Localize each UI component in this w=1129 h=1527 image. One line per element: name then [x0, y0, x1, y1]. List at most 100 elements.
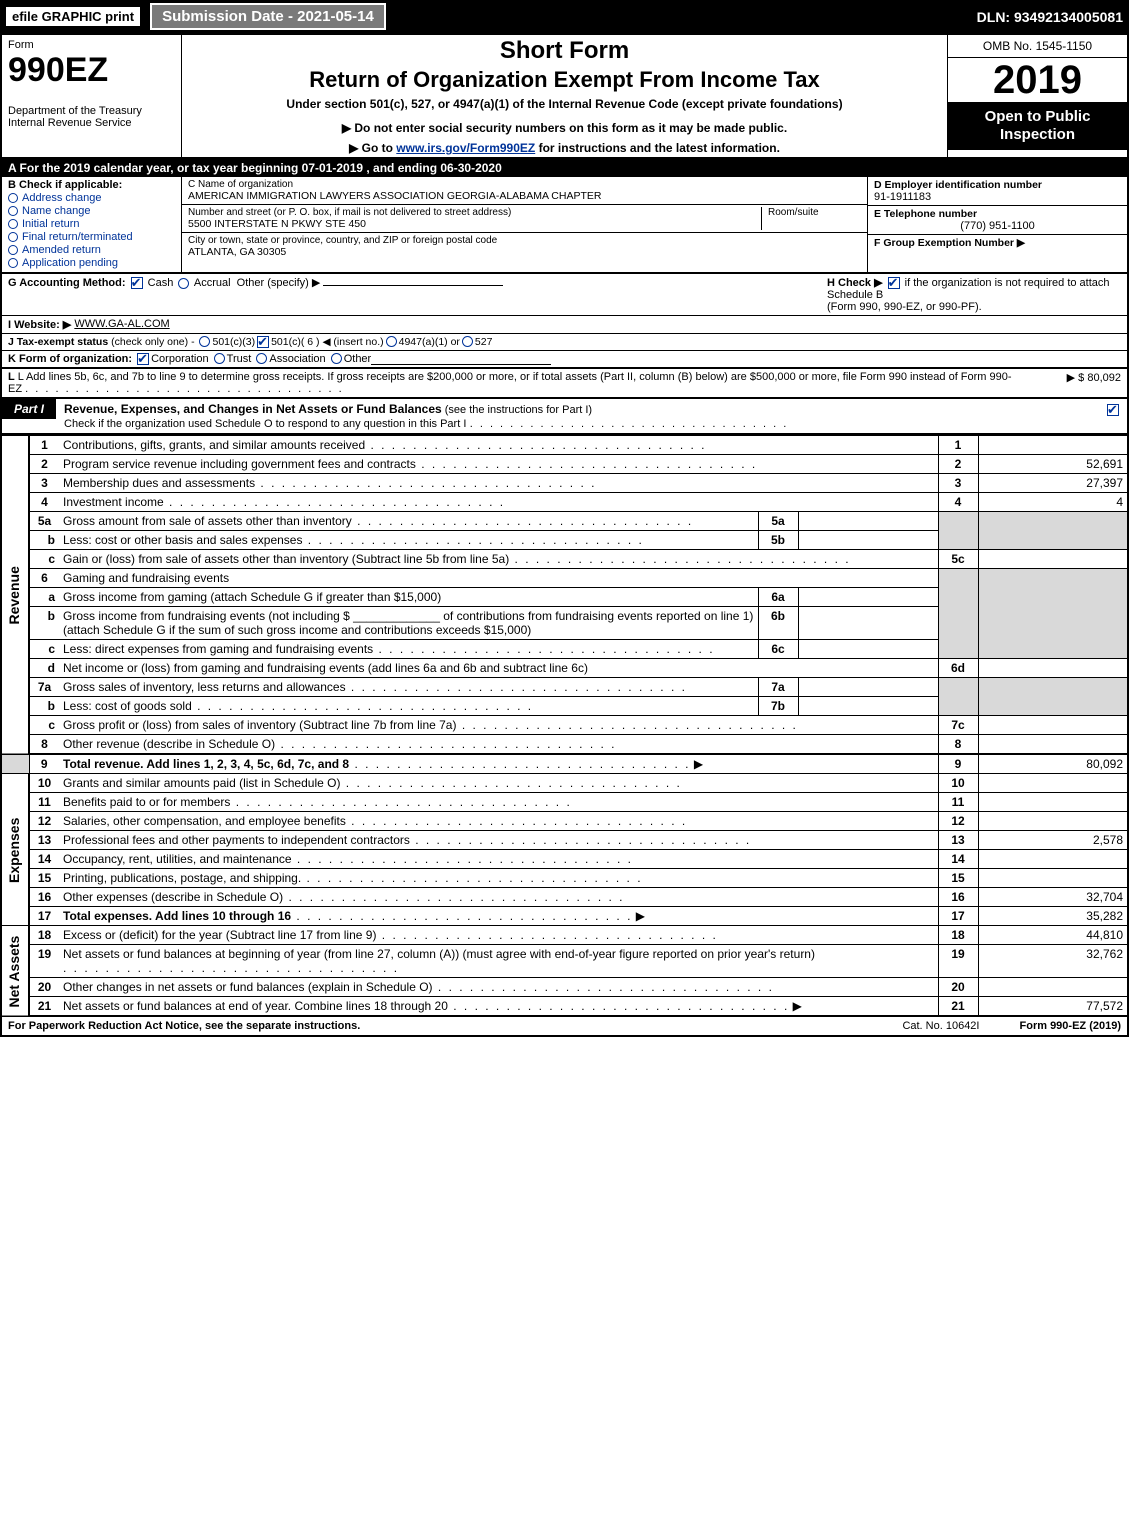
chk-name-change[interactable]: Name change — [8, 205, 175, 217]
form-number: 990EZ — [8, 53, 175, 87]
room-suite-label: Room/suite — [761, 207, 861, 230]
org-info-row: B Check if applicable: Address change Na… — [0, 177, 1129, 274]
omb-number: OMB No. 1545-1150 — [948, 35, 1127, 58]
box-d-e-f: D Employer identification number 91-1911… — [867, 177, 1127, 272]
addr-label: Number and street (or P. O. box, if mail… — [188, 207, 761, 218]
part1-label: Part I — [2, 399, 56, 419]
line-18: Net Assets 18 Excess or (deficit) for th… — [1, 926, 1128, 945]
line-13: 13 Professional fees and other payments … — [1, 831, 1128, 850]
chk-527[interactable] — [462, 336, 473, 347]
tel-label: E Telephone number — [874, 208, 1121, 220]
line-8: 8 Other revenue (describe in Schedule O)… — [1, 735, 1128, 755]
g-other: Other (specify) ▶ — [237, 277, 321, 289]
line-7c: c Gross profit or (loss) from sales of i… — [1, 716, 1128, 735]
j-527: 527 — [475, 336, 493, 348]
dln: DLN: 93492134005081 — [977, 9, 1123, 25]
chk-assoc[interactable] — [256, 353, 267, 364]
chk-address-change[interactable]: Address change — [8, 192, 175, 204]
line-12: 12 Salaries, other compensation, and emp… — [1, 812, 1128, 831]
note2-pre: Go to — [362, 141, 397, 155]
tax-year: 2019 — [948, 58, 1127, 102]
return-title: Return of Organization Exempt From Incom… — [188, 67, 941, 93]
line-1: Revenue 1 Contributions, gifts, grants, … — [1, 436, 1128, 455]
website-value[interactable]: WWW.GA-AL.COM — [74, 318, 169, 331]
chk-initial-return[interactable]: Initial return — [8, 218, 175, 230]
j-501c3: 501(c)(3) — [212, 336, 255, 348]
short-form-title: Short Form — [188, 37, 941, 65]
h-sub: (Form 990, 990-EZ, or 990-PF). — [827, 301, 982, 313]
form-header: Form 990EZ Department of the Treasury In… — [0, 35, 1129, 159]
irs-label: Internal Revenue Service — [8, 117, 175, 129]
row-h: H Check ▶ if the organization is not req… — [821, 276, 1121, 313]
group-exempt-label: F Group Exemption Number ▶ — [874, 237, 1121, 249]
chk-accrual[interactable] — [178, 278, 189, 289]
telephone: (770) 951-1100 — [874, 220, 1121, 232]
line-6: 6 Gaming and fundraising events — [1, 569, 1128, 588]
chk-h[interactable] — [888, 277, 900, 289]
line-6d: d Net income or (loss) from gaming and f… — [1, 659, 1128, 678]
instructions-note: ▶ Go to www.irs.gov/Form990EZ for instru… — [188, 141, 941, 155]
line-20: 20 Other changes in net assets or fund b… — [1, 978, 1128, 997]
line-7a: 7a Gross sales of inventory, less return… — [1, 678, 1128, 697]
instructions-link[interactable]: www.irs.gov/Form990EZ — [396, 141, 535, 155]
line-17: 17 Total expenses. Add lines 10 through … — [1, 907, 1128, 926]
part1-header: Part I Revenue, Expenses, and Changes in… — [0, 399, 1129, 435]
chk-other[interactable] — [331, 353, 342, 364]
line-11: 11 Benefits paid to or for members 11 — [1, 793, 1128, 812]
org-name-label: C Name of organization — [188, 179, 861, 190]
k-other: Other — [344, 353, 372, 365]
line-15: 15 Printing, publications, postage, and … — [1, 869, 1128, 888]
row-j: J Tax-exempt status (check only one) - 5… — [2, 333, 1127, 350]
top-bar: efile GRAPHIC print Submission Date - 20… — [0, 0, 1129, 35]
chk-4947[interactable] — [386, 336, 397, 347]
city-label: City or town, state or province, country… — [188, 235, 861, 246]
line-10: Expenses 10 Grants and similar amounts p… — [1, 774, 1128, 793]
j-4947: 4947(a)(1) or — [399, 336, 460, 348]
ein-value: 91-1911183 — [874, 191, 1121, 203]
part1-checkbox[interactable] — [1099, 399, 1127, 416]
chk-final-return[interactable]: Final return/terminated — [8, 231, 175, 243]
header-right: OMB No. 1545-1150 2019 Open to Public In… — [947, 35, 1127, 157]
efile-print[interactable]: efile GRAPHIC print — [6, 7, 140, 26]
line-5a: 5a Gross amount from sale of assets othe… — [1, 512, 1128, 531]
page-footer: For Paperwork Reduction Act Notice, see … — [0, 1017, 1129, 1037]
header-center: Short Form Return of Organization Exempt… — [182, 35, 947, 157]
box-b-title: B Check if applicable: — [8, 179, 175, 191]
expenses-sidelabel: Expenses — [1, 774, 29, 926]
chk-application-pending[interactable]: Application pending — [8, 257, 175, 269]
header-left: Form 990EZ Department of the Treasury In… — [2, 35, 182, 157]
note2-post: for instructions and the latest informat… — [535, 141, 780, 155]
line-19: 19 Net assets or fund balances at beginn… — [1, 945, 1128, 978]
chk-amended-return[interactable]: Amended return — [8, 244, 175, 256]
i-label: I Website: ▶ — [8, 318, 71, 331]
row-i: I Website: ▶ WWW.GA-AL.COM — [2, 315, 1127, 333]
submission-date: Submission Date - 2021-05-14 — [150, 3, 386, 30]
chk-trust[interactable] — [214, 353, 225, 364]
line-9: 9 Total revenue. Add lines 1, 2, 3, 4, 5… — [1, 754, 1128, 774]
mid-block: G Accounting Method: Cash Accrual Other … — [0, 274, 1129, 369]
netassets-sidelabel: Net Assets — [1, 926, 29, 1017]
k-trust: Trust — [227, 353, 252, 365]
h-label: H Check ▶ — [827, 277, 883, 289]
g-label: G Accounting Method: — [8, 277, 126, 289]
line-21: 21 Net assets or fund balances at end of… — [1, 997, 1128, 1017]
j-501c: 501(c)( 6 ) ◀ (insert no.) — [271, 336, 384, 348]
k-assoc: Association — [269, 353, 325, 365]
box-c: C Name of organization AMERICAN IMMIGRAT… — [182, 177, 867, 272]
footer-center: Cat. No. 10642I — [862, 1020, 1019, 1032]
form-label: Form — [8, 39, 175, 51]
k-corp: Corporation — [151, 353, 208, 365]
g-accrual: Accrual — [194, 277, 231, 289]
chk-501c3[interactable] — [199, 336, 210, 347]
revenue-sidelabel: Revenue — [1, 436, 29, 755]
line-3: 3 Membership dues and assessments 3 27,3… — [1, 474, 1128, 493]
chk-corp[interactable] — [137, 353, 149, 365]
chk-cash[interactable] — [131, 277, 143, 289]
k-label: K Form of organization: — [8, 353, 132, 365]
chk-501c[interactable] — [257, 336, 269, 348]
row-g: G Accounting Method: Cash Accrual Other … — [8, 276, 821, 313]
footer-right: Form 990-EZ (2019) — [1020, 1020, 1122, 1032]
line-4: 4 Investment income 4 4 — [1, 493, 1128, 512]
box-b: B Check if applicable: Address change Na… — [2, 177, 182, 272]
under-section: Under section 501(c), 527, or 4947(a)(1)… — [188, 97, 941, 111]
